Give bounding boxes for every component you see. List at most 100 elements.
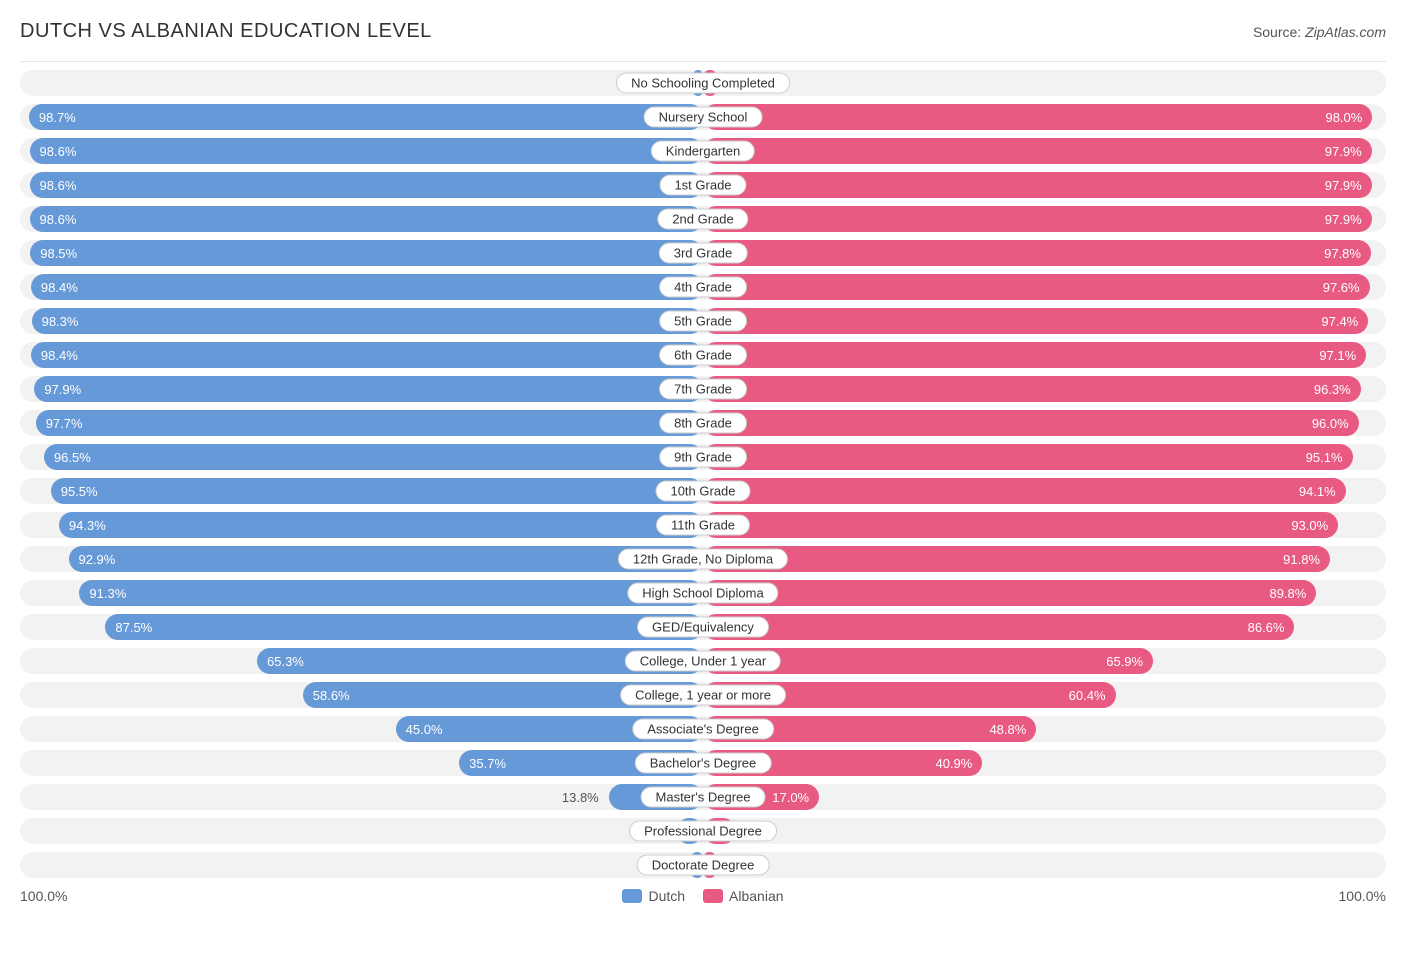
chart-row: 98.6%97.9%Kindergarten (20, 138, 1386, 164)
category-label: 10th Grade (655, 481, 750, 502)
right-half: 60.4% (703, 682, 1386, 708)
category-label: 11th Grade (656, 515, 750, 536)
category-label: 8th Grade (659, 413, 747, 434)
right-half: 48.8% (703, 716, 1386, 742)
left-bar (79, 580, 703, 606)
right-half: 97.6% (703, 274, 1386, 300)
category-label: Associate's Degree (632, 719, 774, 740)
right-bar (703, 274, 1370, 300)
right-bar (703, 478, 1346, 504)
right-half: 96.3% (703, 376, 1386, 402)
right-half: 40.9% (703, 750, 1386, 776)
left-half: 91.3% (20, 580, 703, 606)
right-value: 97.9% (1315, 138, 1372, 164)
left-value: 98.4% (31, 274, 88, 300)
right-half: 86.6% (703, 614, 1386, 640)
left-value: 98.6% (30, 206, 87, 232)
left-half: 4.0% (20, 818, 703, 844)
chart-row: 98.6%97.9%1st Grade (20, 172, 1386, 198)
right-bar (703, 308, 1368, 334)
right-bar (703, 138, 1372, 164)
right-value: 98.0% (1315, 104, 1372, 130)
left-half: 96.5% (20, 444, 703, 470)
legend-label-left: Dutch (648, 888, 685, 904)
left-value: 92.9% (68, 546, 125, 572)
chart-row: 92.9%91.8%12th Grade, No Diploma (20, 546, 1386, 572)
left-bar (30, 240, 703, 266)
right-value: 97.8% (1314, 240, 1371, 266)
right-half: 97.1% (703, 342, 1386, 368)
source-value: ZipAtlas.com (1305, 24, 1386, 40)
chart-row: 98.6%97.9%2nd Grade (20, 206, 1386, 232)
left-half: 98.6% (20, 138, 703, 164)
right-half: 97.8% (703, 240, 1386, 266)
category-label: 4th Grade (659, 277, 747, 298)
right-bar (703, 546, 1330, 572)
left-bar (30, 206, 703, 232)
category-label: Professional Degree (629, 821, 777, 842)
left-half: 13.8% (20, 784, 703, 810)
left-half: 35.7% (20, 750, 703, 776)
right-half: 96.0% (703, 410, 1386, 436)
legend: Dutch Albanian (622, 888, 783, 904)
right-value: 40.9% (925, 750, 982, 776)
chart-row: 98.7%98.0%Nursery School (20, 104, 1386, 130)
chart-row: 98.3%97.4%5th Grade (20, 308, 1386, 334)
left-bar (30, 172, 703, 198)
legend-swatch-right (703, 889, 723, 903)
right-bar (703, 580, 1316, 606)
chart-row: 35.7%40.9%Bachelor's Degree (20, 750, 1386, 776)
left-value: 87.5% (105, 614, 162, 640)
chart-row: 98.4% 97.6%4th Grade (20, 274, 1386, 300)
chart-row: 94.3%93.0%11th Grade (20, 512, 1386, 538)
right-value: 95.1% (1296, 444, 1353, 470)
chart-row: 98.5%97.8%3rd Grade (20, 240, 1386, 266)
right-bar (703, 410, 1359, 436)
left-bar (30, 138, 703, 164)
right-bar (703, 376, 1361, 402)
left-value: 91.3% (79, 580, 136, 606)
chart-row: 58.6%60.4%College, 1 year or more (20, 682, 1386, 708)
right-value: 48.8% (979, 716, 1036, 742)
left-half: 94.3% (20, 512, 703, 538)
left-half: 95.5% (20, 478, 703, 504)
right-bar (703, 172, 1372, 198)
left-bar (51, 478, 703, 504)
category-label: 9th Grade (659, 447, 747, 468)
chart-row: 45.0% 48.8% Associate's Degree (20, 716, 1386, 742)
axis-max-right: 100.0% (1339, 888, 1386, 904)
category-label: 12th Grade, No Diploma (618, 549, 788, 570)
chart-row: 91.3%89.8%High School Diploma (20, 580, 1386, 606)
left-half: 45.0% (20, 716, 703, 742)
left-half: 97.9% (20, 376, 703, 402)
left-value: 95.5% (51, 478, 108, 504)
category-label: Doctorate Degree (637, 855, 770, 876)
category-label: 7th Grade (659, 379, 747, 400)
category-label: 2nd Grade (657, 209, 748, 230)
left-half: 98.6% (20, 206, 703, 232)
legend-item-right: Albanian (703, 888, 784, 904)
chart-source: Source: ZipAtlas.com (1253, 24, 1386, 40)
chart-title: DUTCH VS ALBANIAN EDUCATION LEVEL (20, 20, 432, 43)
right-bar (703, 512, 1338, 538)
chart-row: 1.8%1.9%Doctorate Degree (20, 852, 1386, 878)
legend-swatch-left (622, 889, 642, 903)
left-bar (44, 444, 703, 470)
right-half: 95.1% (703, 444, 1386, 470)
left-value: 98.3% (32, 308, 89, 334)
left-bar (105, 614, 703, 640)
chart-container: DUTCH VS ALBANIAN EDUCATION LEVEL Source… (20, 20, 1386, 904)
chart-row: 98.4%97.1%6th Grade (20, 342, 1386, 368)
right-half: 65.9% (703, 648, 1386, 674)
category-label: Nursery School (644, 107, 763, 128)
left-bar (31, 274, 703, 300)
left-half: 97.7% (20, 410, 703, 436)
right-value: 97.1% (1309, 342, 1366, 368)
chart-row: 87.5%86.6%GED/Equivalency (20, 614, 1386, 640)
right-half: 1.9% (703, 852, 1386, 878)
left-half: 58.6% (20, 682, 703, 708)
left-half: 98.4% (20, 274, 703, 300)
right-half: 97.9% (703, 172, 1386, 198)
left-half: 98.5% (20, 240, 703, 266)
right-half: 97.4% (703, 308, 1386, 334)
